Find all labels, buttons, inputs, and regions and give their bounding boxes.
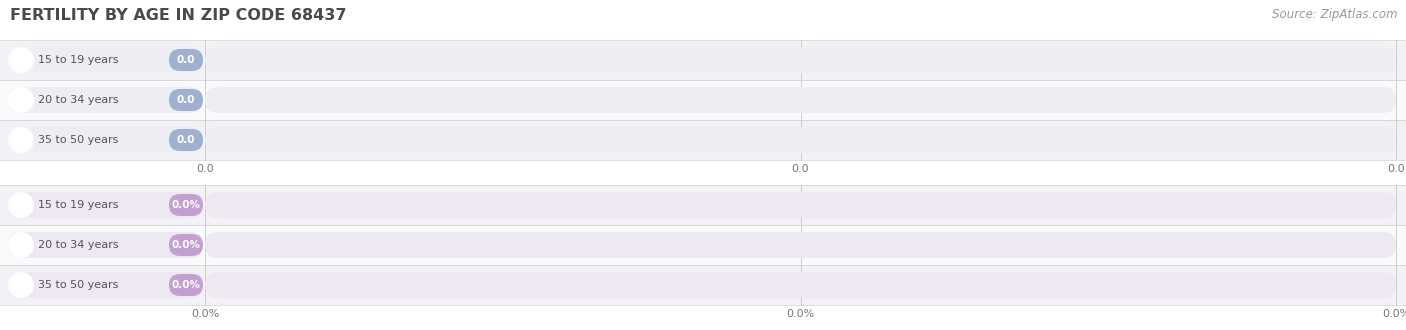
FancyBboxPatch shape — [169, 194, 202, 216]
FancyBboxPatch shape — [8, 47, 202, 73]
Text: 0.0%: 0.0% — [1382, 309, 1406, 319]
FancyBboxPatch shape — [8, 87, 202, 113]
Circle shape — [8, 272, 34, 298]
Bar — [0, 40, 1406, 80]
FancyBboxPatch shape — [205, 47, 1396, 73]
Text: 35 to 50 years: 35 to 50 years — [38, 280, 118, 290]
Text: 0.0%: 0.0% — [786, 309, 814, 319]
Text: 0.0: 0.0 — [792, 164, 810, 174]
Bar — [0, 225, 1406, 265]
Circle shape — [8, 232, 34, 258]
Text: 15 to 19 years: 15 to 19 years — [38, 200, 118, 210]
FancyBboxPatch shape — [169, 49, 202, 71]
Text: 0.0: 0.0 — [197, 164, 214, 174]
Text: 0.0: 0.0 — [177, 95, 195, 105]
Bar — [0, 185, 1406, 225]
Text: 0.0%: 0.0% — [172, 280, 201, 290]
FancyBboxPatch shape — [205, 272, 1396, 298]
Text: 35 to 50 years: 35 to 50 years — [38, 135, 118, 145]
Text: 20 to 34 years: 20 to 34 years — [38, 240, 118, 250]
Text: 0.0%: 0.0% — [172, 240, 201, 250]
FancyBboxPatch shape — [8, 127, 202, 153]
FancyBboxPatch shape — [205, 127, 1396, 153]
Text: 20 to 34 years: 20 to 34 years — [38, 95, 118, 105]
FancyBboxPatch shape — [169, 234, 202, 256]
Text: 0.0%: 0.0% — [191, 309, 219, 319]
FancyBboxPatch shape — [169, 89, 202, 111]
Text: Source: ZipAtlas.com: Source: ZipAtlas.com — [1272, 8, 1398, 21]
Text: 0.0%: 0.0% — [172, 200, 201, 210]
Text: FERTILITY BY AGE IN ZIP CODE 68437: FERTILITY BY AGE IN ZIP CODE 68437 — [10, 8, 346, 23]
FancyBboxPatch shape — [205, 87, 1396, 113]
Bar — [0, 120, 1406, 160]
Text: 0.0: 0.0 — [177, 55, 195, 65]
FancyBboxPatch shape — [205, 232, 1396, 258]
FancyBboxPatch shape — [8, 272, 202, 298]
Circle shape — [8, 87, 34, 113]
Circle shape — [8, 47, 34, 73]
Circle shape — [8, 127, 34, 153]
Text: 0.0: 0.0 — [1388, 164, 1405, 174]
Text: 0.0: 0.0 — [177, 135, 195, 145]
FancyBboxPatch shape — [169, 274, 202, 296]
FancyBboxPatch shape — [8, 232, 202, 258]
Bar — [0, 80, 1406, 120]
FancyBboxPatch shape — [205, 192, 1396, 218]
Bar — [0, 265, 1406, 305]
FancyBboxPatch shape — [8, 192, 202, 218]
FancyBboxPatch shape — [169, 129, 202, 151]
Circle shape — [8, 192, 34, 218]
Text: 15 to 19 years: 15 to 19 years — [38, 55, 118, 65]
